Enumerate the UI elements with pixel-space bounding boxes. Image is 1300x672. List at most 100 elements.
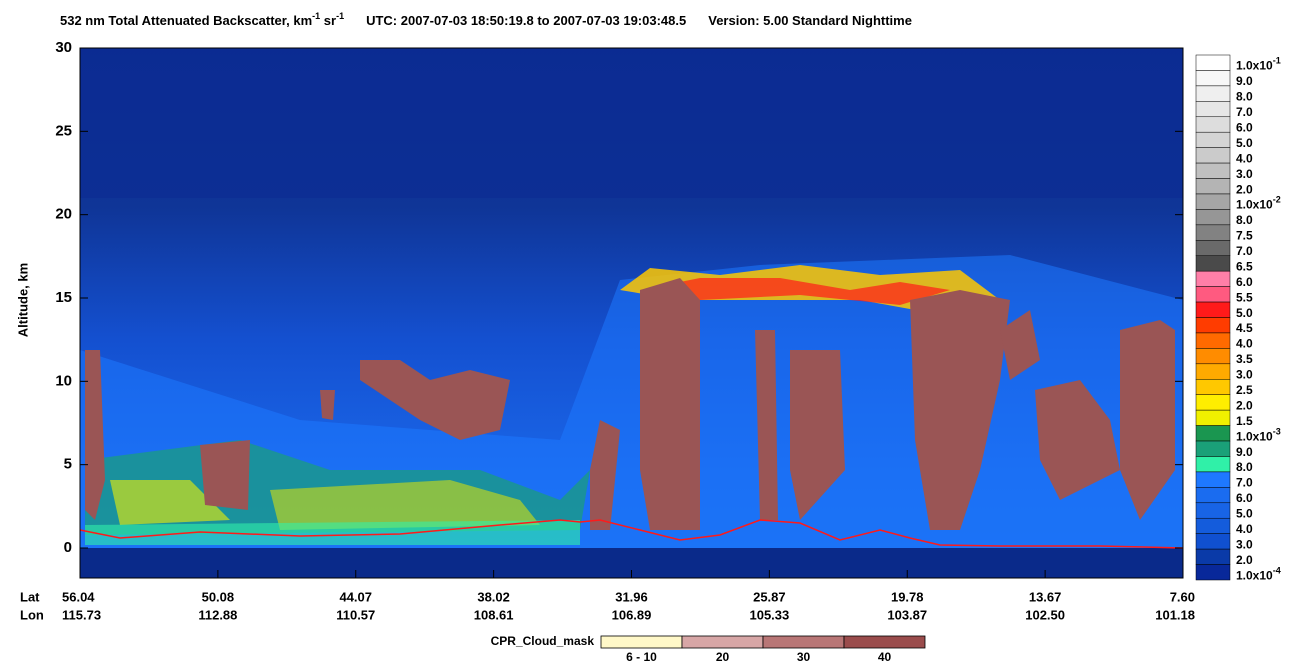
color-scale-label-text: 5.0 bbox=[1236, 306, 1253, 320]
color-scale-label-text: 4.0 bbox=[1236, 152, 1253, 166]
color-scale-label-text: 6.0 bbox=[1236, 121, 1253, 135]
color-scale-swatch bbox=[1195, 517, 1231, 534]
cloud-mask-title: CPR_Cloud_mask bbox=[491, 634, 595, 648]
color-scale-label-text: 1.0x10 bbox=[1236, 59, 1273, 73]
color-scale-label: 6.0 bbox=[1236, 121, 1253, 135]
color-scale-label-text: 8.0 bbox=[1236, 90, 1253, 104]
x-tick-label: 31.96 bbox=[615, 589, 648, 604]
color-scale-swatch bbox=[1195, 286, 1231, 303]
color-scale-label-exp: -1 bbox=[1273, 56, 1281, 66]
color-scale-swatch bbox=[1195, 440, 1231, 457]
color-scale-label-text: 7.0 bbox=[1236, 244, 1253, 258]
color-scale-label-text: 6.0 bbox=[1236, 275, 1253, 289]
color-scale-label-text: 1.0x10 bbox=[1236, 198, 1273, 212]
cloud-mask-swatch bbox=[843, 635, 926, 649]
x-tick-label: 13.67 bbox=[1029, 589, 1062, 604]
color-scale-label-text: 2.0 bbox=[1236, 553, 1253, 567]
color-scale-label: 3.0 bbox=[1236, 538, 1253, 552]
color-scale-swatch bbox=[1195, 502, 1231, 519]
color-scale-label: 1.5 bbox=[1236, 414, 1253, 428]
y-axis-label: Altitude, km bbox=[15, 263, 30, 337]
x-row-label: Lat bbox=[20, 589, 40, 604]
color-scale-label: 7.0 bbox=[1236, 105, 1253, 119]
color-scale-label-text: 4.5 bbox=[1236, 321, 1253, 335]
cloud-mask-swatch bbox=[762, 635, 845, 649]
color-scale-label: 3.5 bbox=[1236, 352, 1253, 366]
color-scale-label: 4.5 bbox=[1236, 321, 1253, 335]
x-tick-label: 105.33 bbox=[749, 607, 789, 622]
color-scale-swatch bbox=[1195, 533, 1231, 550]
color-scale-swatch bbox=[1195, 379, 1231, 395]
color-scale-label: 8.0 bbox=[1236, 90, 1253, 104]
color-scale-swatch bbox=[1195, 301, 1231, 318]
color-scale-swatch bbox=[1195, 131, 1231, 148]
color-scale-swatch bbox=[1195, 548, 1231, 565]
x-tick-label: 110.57 bbox=[336, 607, 375, 622]
color-scale-swatch bbox=[1195, 224, 1231, 241]
color-scale-swatch bbox=[1195, 425, 1231, 442]
color-scale-label-text: 5.0 bbox=[1236, 136, 1253, 150]
x-tick-label: 115.73 bbox=[62, 607, 101, 622]
color-scale-label: 1.0x10-1 bbox=[1236, 56, 1281, 73]
y-tick-label: 10 bbox=[55, 372, 72, 389]
x-tick-label: 38.02 bbox=[477, 589, 510, 604]
color-scale-label-text: 3.0 bbox=[1236, 538, 1253, 552]
color-scale-label-text: 3.5 bbox=[1236, 352, 1253, 366]
color-scale-label: 5.0 bbox=[1236, 507, 1253, 521]
color-scale-label: 2.0 bbox=[1236, 553, 1253, 567]
color-scale-label: 5.0 bbox=[1236, 136, 1253, 150]
color-scale-swatch bbox=[1195, 54, 1231, 71]
color-scale-swatch bbox=[1195, 564, 1231, 581]
cloud-mask-label: 30 bbox=[797, 650, 811, 664]
color-scale-swatch bbox=[1195, 116, 1231, 133]
y-tick-label: 20 bbox=[55, 206, 72, 223]
y-tick-label: 25 bbox=[55, 122, 72, 139]
color-scale-label: 1.0x10-4 bbox=[1236, 566, 1281, 583]
color-scale-swatch bbox=[1195, 70, 1231, 87]
color-scale-label: 2.0 bbox=[1236, 399, 1253, 413]
cloud-mask-label: 20 bbox=[716, 650, 730, 664]
y-tick-label: 0 bbox=[64, 539, 72, 556]
color-scale-label: 6.0 bbox=[1236, 275, 1253, 289]
cloud-mask-label: 6 - 10 bbox=[626, 650, 657, 664]
color-scale-label-text: 1.5 bbox=[1236, 414, 1253, 428]
color-scale-swatch bbox=[1195, 209, 1231, 226]
color-scale-label-exp: -3 bbox=[1273, 427, 1281, 437]
color-scale-label-text: 2.0 bbox=[1236, 399, 1253, 413]
color-scale-label-text: 7.0 bbox=[1236, 476, 1253, 490]
curtain-image bbox=[79, 48, 1184, 578]
color-scale-label-text: 6.0 bbox=[1236, 491, 1253, 505]
color-scale-label-text: 9.0 bbox=[1236, 74, 1253, 88]
color-scale-swatch bbox=[1195, 317, 1231, 334]
color-scale-swatch bbox=[1195, 255, 1231, 272]
color-scale-label: 7.0 bbox=[1236, 244, 1253, 258]
color-scale-label-text: 7.5 bbox=[1236, 229, 1253, 243]
color-scale-label-text: 5.0 bbox=[1236, 507, 1253, 521]
color-scale-swatch bbox=[1195, 193, 1231, 210]
x-tick-label: 44.07 bbox=[339, 589, 372, 604]
color-scale-label: 8.0 bbox=[1236, 460, 1253, 474]
color-scale-label-text: 1.0x10 bbox=[1236, 568, 1273, 582]
color-scale-label-text: 4.0 bbox=[1236, 337, 1253, 351]
color-scale-label-text: 8.0 bbox=[1236, 460, 1253, 474]
color-scale-label-text: 3.0 bbox=[1236, 368, 1253, 382]
color-scale-label-text: 5.5 bbox=[1236, 291, 1253, 305]
color-scale-label: 2.5 bbox=[1236, 383, 1253, 397]
x-tick-label: 101.18 bbox=[1155, 607, 1195, 622]
x-tick-label: 108.61 bbox=[474, 607, 514, 622]
color-scale-swatch bbox=[1195, 178, 1231, 195]
color-scale-label: 9.0 bbox=[1236, 445, 1253, 459]
color-scale-swatch bbox=[1195, 332, 1231, 349]
y-tick-label: 5 bbox=[64, 456, 72, 473]
cloud-mask-label: 40 bbox=[878, 650, 892, 664]
color-scale-label: 7.5 bbox=[1236, 229, 1253, 243]
color-scale-label-exp: -2 bbox=[1273, 195, 1281, 205]
color-scale-swatch bbox=[1195, 363, 1231, 380]
color-scale-label: 4.0 bbox=[1236, 337, 1253, 351]
chart-title: 532 nm Total Attenuated Backscatter, km-… bbox=[60, 11, 912, 28]
color-scale-label: 9.0 bbox=[1236, 74, 1253, 88]
x-tick-label: 19.78 bbox=[891, 589, 924, 604]
color-scale-label: 4.0 bbox=[1236, 152, 1253, 166]
color-scale-label: 3.0 bbox=[1236, 368, 1253, 382]
